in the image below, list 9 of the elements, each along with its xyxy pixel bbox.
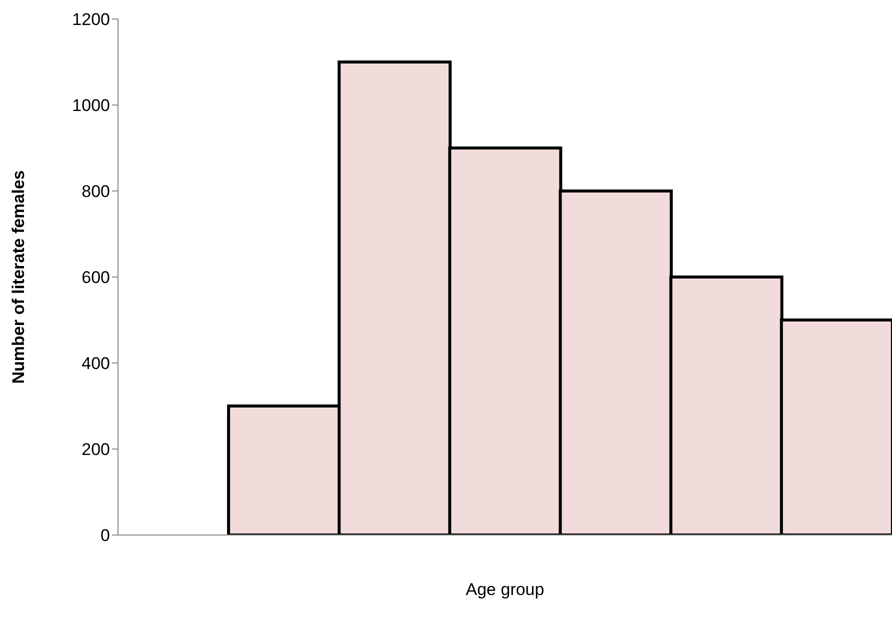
y-tick-label: 0: [100, 526, 110, 546]
y-tick-label: 600: [82, 268, 110, 288]
y-tick-label: 200: [82, 440, 110, 460]
y-axis-title: Number of literate females: [9, 170, 28, 384]
y-tick-label: 800: [82, 182, 110, 202]
y-tick-label: 1200: [72, 10, 110, 30]
y-tick-label: 1000: [72, 96, 110, 116]
x-axis-title: Age group: [466, 580, 544, 599]
y-tick-label: 400: [82, 354, 110, 374]
